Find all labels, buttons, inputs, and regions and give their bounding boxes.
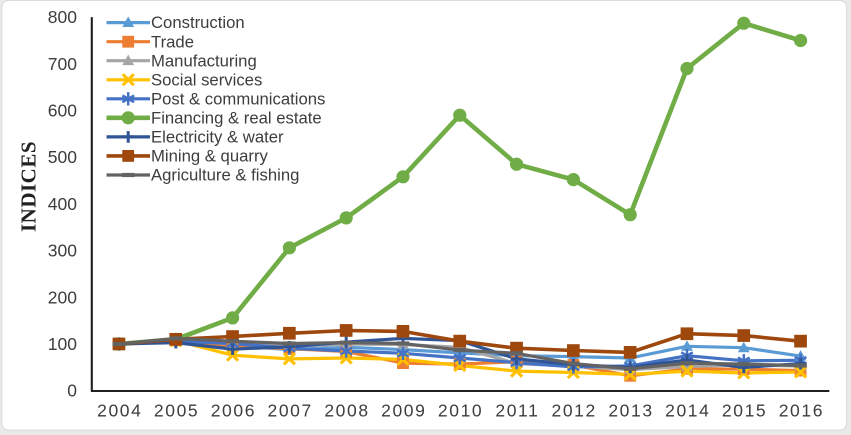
svg-text:INDICES: INDICES [17, 141, 41, 232]
svg-text:Financing & real estate: Financing & real estate [151, 108, 322, 127]
svg-text:2008: 2008 [324, 401, 369, 421]
svg-text:2004: 2004 [97, 401, 142, 421]
svg-text:Social services: Social services [151, 70, 262, 89]
svg-text:0: 0 [67, 381, 77, 401]
svg-text:Trade: Trade [151, 32, 194, 51]
svg-text:2007: 2007 [268, 401, 313, 421]
svg-text:2016: 2016 [779, 401, 824, 421]
svg-text:2014: 2014 [665, 401, 710, 421]
svg-text:Agriculture & fishing: Agriculture & fishing [151, 166, 299, 185]
svg-text:2013: 2013 [608, 401, 653, 421]
svg-text:2012: 2012 [552, 401, 597, 421]
svg-text:500: 500 [48, 147, 77, 167]
svg-text:Construction: Construction [151, 13, 245, 32]
svg-text:100: 100 [48, 334, 77, 354]
svg-text:Manufacturing: Manufacturing [151, 51, 257, 70]
svg-text:2005: 2005 [154, 401, 199, 421]
svg-text:600: 600 [48, 101, 77, 121]
svg-text:300: 300 [48, 241, 77, 261]
svg-text:Mining & quarry: Mining & quarry [151, 147, 269, 166]
svg-text:2010: 2010 [438, 401, 483, 421]
svg-text:200: 200 [48, 287, 77, 307]
svg-text:2006: 2006 [211, 401, 256, 421]
svg-text:2009: 2009 [381, 401, 426, 421]
svg-text:2015: 2015 [722, 401, 767, 421]
svg-text:Electricity & water: Electricity & water [151, 128, 284, 147]
svg-text:400: 400 [48, 194, 77, 214]
svg-text:700: 700 [48, 54, 77, 74]
svg-text:2011: 2011 [495, 401, 539, 421]
svg-text:Post & communications: Post & communications [151, 89, 325, 108]
svg-text:800: 800 [48, 7, 77, 27]
